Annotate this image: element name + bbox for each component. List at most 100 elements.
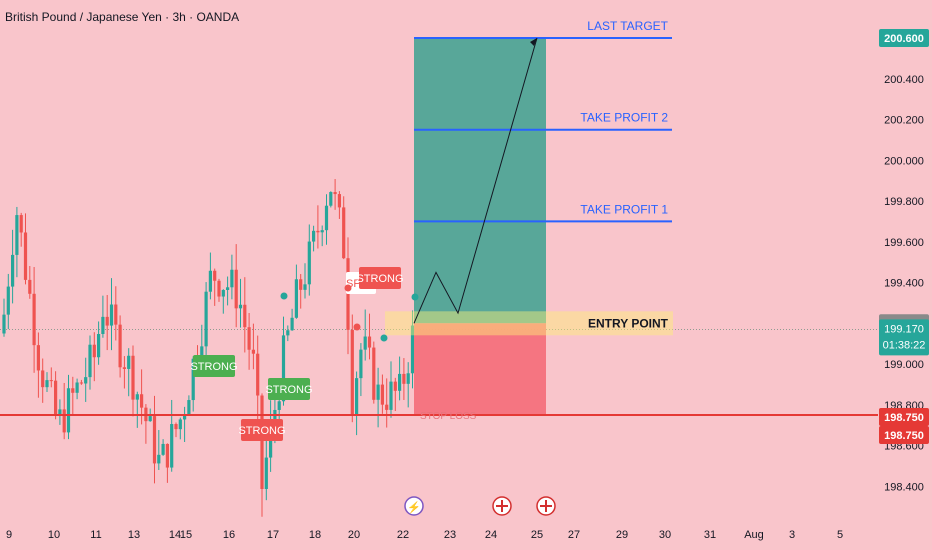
candle-body[interactable] — [15, 215, 19, 255]
candle-body[interactable] — [161, 443, 165, 455]
candle-body[interactable] — [389, 381, 393, 410]
candle-body[interactable] — [307, 241, 311, 285]
candle-body[interactable] — [187, 400, 191, 416]
candle-body[interactable] — [281, 335, 286, 402]
candle-body[interactable] — [32, 293, 36, 346]
candle-body[interactable] — [45, 380, 49, 388]
candle-body[interactable] — [376, 384, 380, 400]
candle-body[interactable] — [294, 279, 298, 318]
candle-body[interactable] — [148, 416, 152, 422]
candle-body[interactable] — [264, 457, 268, 490]
candle-body[interactable] — [226, 287, 230, 290]
candle-body[interactable] — [299, 279, 303, 290]
candle-body[interactable] — [238, 304, 243, 309]
candle-body[interactable] — [71, 388, 75, 393]
candle-body[interactable] — [170, 424, 174, 468]
candle-body[interactable] — [234, 269, 238, 309]
candle-body[interactable] — [350, 329, 354, 415]
candle-body[interactable] — [131, 355, 135, 400]
candle-body[interactable] — [243, 304, 247, 328]
candle-body[interactable] — [75, 382, 79, 393]
candle-body[interactable] — [286, 330, 290, 336]
candle-body[interactable] — [251, 349, 255, 354]
candle-body[interactable] — [49, 380, 53, 382]
candle-body[interactable] — [355, 378, 359, 415]
candle-body[interactable] — [28, 279, 32, 294]
candle-body[interactable] — [6, 286, 10, 315]
signal-label-buy[interactable]: STRONG — [190, 355, 238, 377]
candle-body[interactable] — [312, 230, 316, 242]
candle-body[interactable] — [402, 373, 406, 384]
candle-body[interactable] — [303, 284, 307, 290]
candle-body[interactable] — [11, 254, 15, 287]
candle-body[interactable] — [109, 304, 114, 326]
stop-loss-price-tag-text: 198.750 — [884, 412, 924, 424]
candle-body[interactable] — [97, 333, 101, 358]
candle-body[interactable] — [359, 349, 363, 379]
candle-body[interactable] — [122, 367, 126, 369]
candle-body[interactable] — [398, 373, 402, 391]
candle-body[interactable] — [2, 314, 6, 334]
candle-body[interactable] — [66, 388, 71, 433]
signal-label-sell[interactable]: STRONG — [238, 419, 286, 441]
candle-body[interactable] — [19, 215, 23, 233]
candle-body[interactable] — [410, 325, 415, 374]
candle-body[interactable] — [23, 232, 28, 280]
candle-body[interactable] — [367, 336, 372, 348]
candle-body[interactable] — [204, 291, 208, 347]
candle-body[interactable] — [320, 230, 324, 233]
candle-body[interactable] — [290, 317, 294, 331]
candle-body[interactable] — [277, 401, 281, 410]
candle-body[interactable] — [127, 355, 131, 369]
candle-body[interactable] — [178, 419, 182, 430]
candle-body[interactable] — [372, 347, 376, 400]
candle-body[interactable] — [363, 336, 367, 350]
candle-body[interactable] — [114, 304, 118, 325]
candle-body[interactable] — [273, 409, 277, 423]
candle-body[interactable] — [118, 324, 122, 368]
candle-body[interactable] — [36, 345, 40, 371]
candle-body[interactable] — [337, 194, 341, 208]
candle-body[interactable] — [41, 370, 45, 388]
candle-body[interactable] — [346, 258, 350, 330]
candle-body[interactable] — [406, 373, 410, 384]
candle-body[interactable] — [221, 289, 225, 297]
candle-body[interactable] — [157, 454, 161, 464]
candle-body[interactable] — [140, 394, 144, 408]
signal-label-sell[interactable]: STRONG — [356, 267, 404, 289]
candle-body[interactable] — [213, 270, 217, 281]
candle-body[interactable] — [256, 353, 260, 396]
candle-body[interactable] — [54, 380, 58, 415]
candle-body[interactable] — [92, 344, 96, 358]
candle-body[interactable] — [342, 207, 346, 259]
candle-body[interactable] — [84, 377, 88, 384]
candle-body[interactable] — [183, 415, 187, 420]
candle-body[interactable] — [230, 269, 234, 288]
candle-body[interactable] — [260, 395, 264, 490]
candle-body[interactable] — [208, 270, 212, 292]
candle-body[interactable] — [385, 404, 389, 410]
candle-body[interactable] — [174, 424, 178, 430]
candle-body[interactable] — [200, 346, 204, 363]
candle-body[interactable] — [329, 192, 333, 206]
candle-body[interactable] — [333, 192, 337, 195]
candle-body[interactable] — [62, 409, 66, 433]
signal-label-buy[interactable]: STRONG — [265, 378, 313, 400]
candle-body[interactable] — [165, 443, 169, 468]
candle-body[interactable] — [105, 316, 109, 326]
candle-body[interactable] — [393, 381, 397, 391]
candle-body[interactable] — [191, 358, 195, 401]
candle-body[interactable] — [380, 384, 384, 405]
candle-body[interactable] — [58, 409, 62, 415]
candle-body[interactable] — [152, 416, 157, 464]
candle-body[interactable] — [217, 280, 221, 297]
lightning-event-icon[interactable] — [404, 496, 424, 516]
candle-body[interactable] — [316, 230, 320, 233]
candle-body[interactable] — [79, 382, 83, 384]
candle-body[interactable] — [135, 394, 139, 400]
candle-body[interactable] — [247, 327, 251, 350]
candle-body[interactable] — [101, 316, 105, 334]
candle-body[interactable] — [324, 205, 329, 231]
candle-body[interactable] — [88, 344, 92, 378]
